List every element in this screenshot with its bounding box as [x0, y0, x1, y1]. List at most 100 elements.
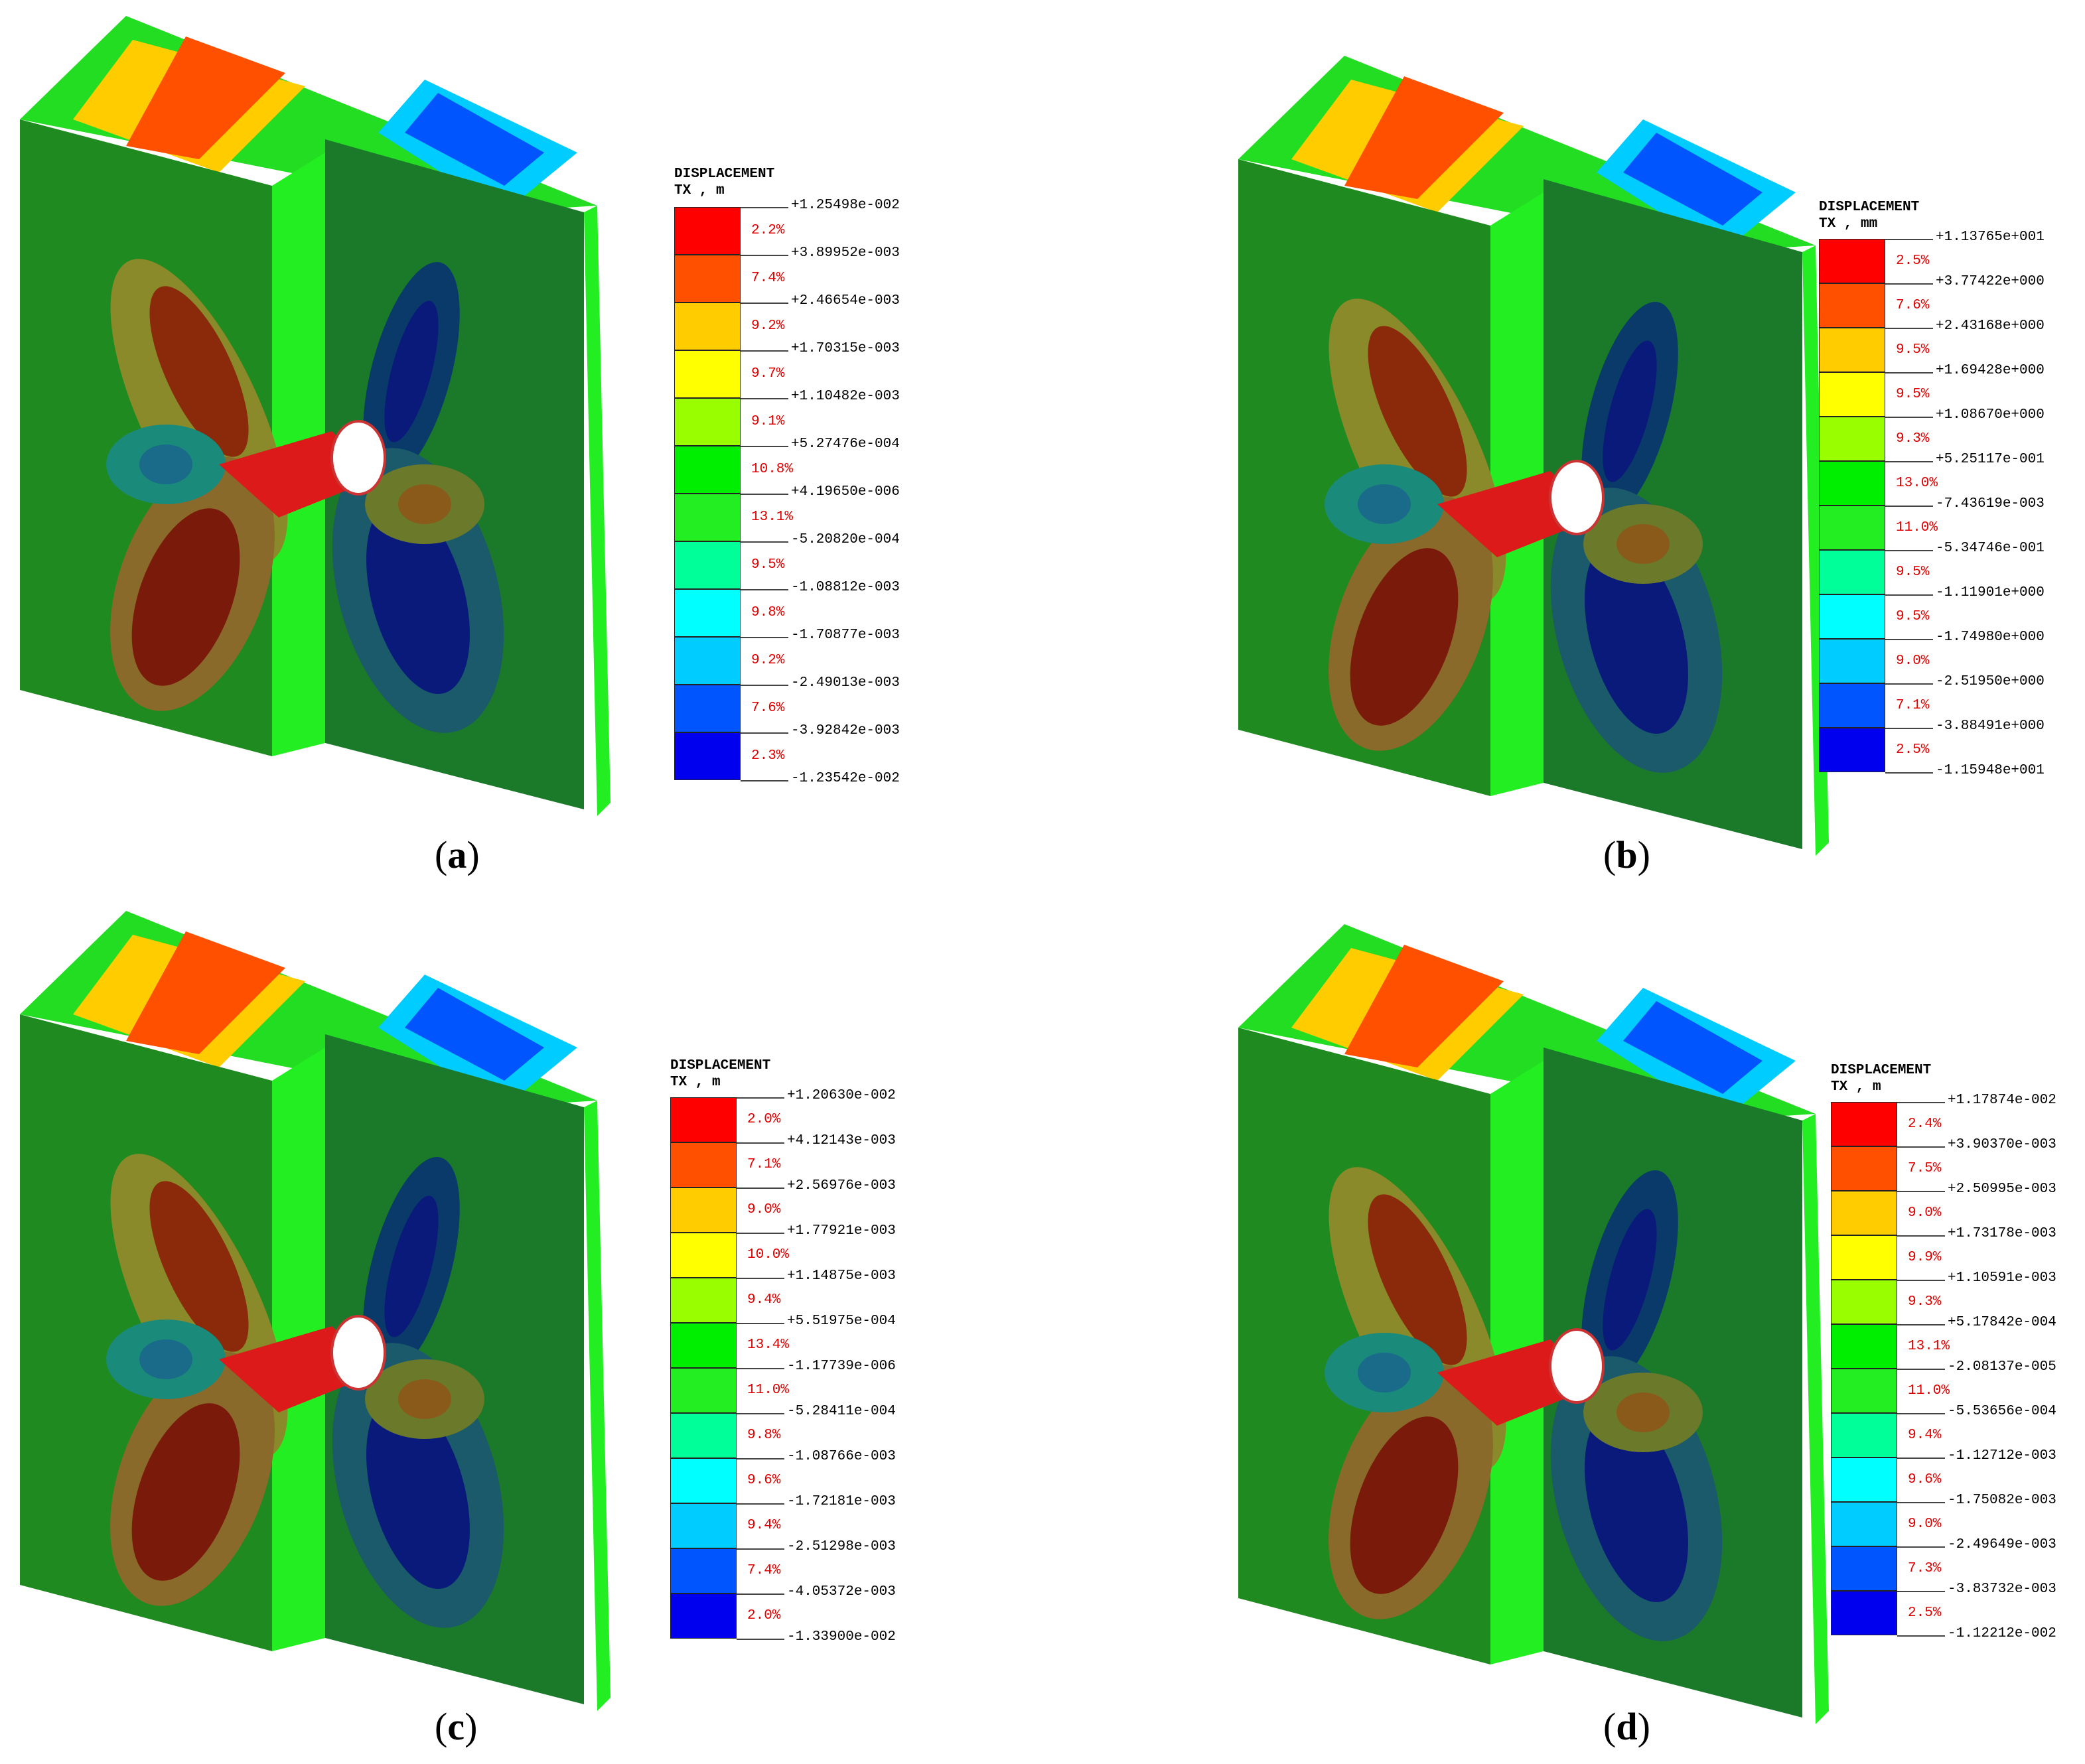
legend-band — [674, 732, 741, 780]
legend-tick — [741, 589, 788, 590]
legend-value: -2.08137e-005 — [1948, 1359, 2056, 1375]
panel-a: DISPLACEMENT TX , m 2.2% 7.4% 9.2% 9.7% 9.1%… — [0, 0, 1042, 882]
legend-tick — [1897, 1280, 1945, 1281]
legend-value: -5.20820e-004 — [791, 532, 900, 547]
legend-tick — [741, 637, 788, 638]
legend-tick — [1897, 1191, 1945, 1192]
legend-value: -5.34746e-001 — [1936, 541, 2045, 556]
legend-percent: 11.0% — [1908, 1383, 1950, 1398]
legend-band — [1819, 594, 1885, 639]
legend-value: +1.17874e-002 — [1948, 1093, 2056, 1108]
legend-tick — [1897, 1413, 1945, 1414]
legend-tick — [737, 1233, 784, 1234]
legend-value: -5.28411e-004 — [787, 1404, 896, 1419]
legend-value: +2.43168e+000 — [1936, 318, 2045, 334]
legend-tick — [1885, 372, 1933, 373]
legend-band — [1819, 283, 1885, 328]
legend-value: +4.12143e-003 — [787, 1133, 896, 1148]
legend-value: +5.25117e-001 — [1936, 452, 2045, 467]
legend-percent: 2.2% — [751, 223, 785, 238]
legend-title: DISPLACEMENT — [1831, 1063, 1932, 1078]
caption-c: (c) — [435, 1705, 478, 1748]
legend-band — [670, 1503, 737, 1548]
legend-band — [674, 541, 741, 589]
legend-tick — [737, 1639, 784, 1640]
legend-percent: 9.8% — [751, 605, 785, 620]
legend-units: TX , m — [1831, 1079, 1881, 1095]
legend-tick — [1897, 1502, 1945, 1503]
legend-tick — [737, 1323, 784, 1324]
legend-percent: 13.1% — [1908, 1338, 1950, 1354]
legend-percent: 9.5% — [1896, 564, 1930, 580]
legend-value: -1.75082e-003 — [1948, 1493, 2056, 1508]
legend-title: DISPLACEMENT — [670, 1058, 771, 1073]
legend-value: -7.43619e-003 — [1936, 496, 2045, 511]
legend-value: +1.20630e-002 — [787, 1088, 896, 1103]
legend-tick — [1897, 1146, 1945, 1148]
legend-percent: 9.6% — [1908, 1471, 1942, 1487]
legend-tick — [1885, 239, 1933, 240]
legend-percent: 2.4% — [1908, 1116, 1942, 1132]
legend-value: +3.89952e-003 — [791, 245, 900, 261]
legend-percent: 9.2% — [751, 318, 785, 334]
legend-tick — [741, 207, 788, 208]
legend-value: +1.14875e-003 — [787, 1268, 896, 1284]
legend-percent: 9.3% — [1896, 431, 1930, 446]
legend-percent: 9.4% — [747, 1518, 781, 1533]
legend-value: -1.17739e-006 — [787, 1359, 896, 1374]
legend-band — [670, 1594, 737, 1639]
legend-tick — [1897, 1458, 1945, 1459]
legend-band — [1819, 417, 1885, 461]
legend-percent: 2.5% — [1896, 742, 1930, 758]
legend-percent: 13.4% — [747, 1337, 790, 1353]
legend-percent: 9.0% — [1896, 653, 1930, 669]
legend-tick — [737, 1548, 784, 1550]
legend-band — [674, 446, 741, 494]
legend-tick — [1885, 772, 1933, 774]
legend-percent: 2.5% — [1896, 253, 1930, 269]
legend-value: -1.72181e-003 — [787, 1494, 896, 1509]
legend-percent: 9.8% — [747, 1428, 781, 1443]
legend-band — [670, 1142, 737, 1187]
legend-value: -1.08766e-003 — [787, 1449, 896, 1464]
legend-band — [670, 1233, 737, 1278]
legend-percent: 9.9% — [1908, 1249, 1942, 1265]
legend-percent: 2.5% — [1908, 1605, 1942, 1621]
legend-band — [1819, 728, 1885, 772]
legend-tick — [1885, 506, 1933, 507]
legend-percent: 9.0% — [1908, 1205, 1942, 1221]
legend-tick — [737, 1097, 784, 1099]
legend-percent: 9.0% — [747, 1202, 781, 1217]
legend-units: TX , mm — [1819, 216, 1878, 232]
legend-value: -1.74980e+000 — [1936, 630, 2045, 645]
legend-value: -3.88491e+000 — [1936, 718, 2045, 734]
legend-tick — [741, 303, 788, 304]
legend-a: DISPLACEMENT TX , m 2.2% 7.4% 9.2% 9.7% 9.1%… — [674, 166, 933, 803]
legend-band — [674, 350, 741, 398]
legend-percent: 9.4% — [747, 1292, 781, 1308]
legend-tick — [1897, 1235, 1945, 1237]
legend-band — [1831, 1280, 1897, 1324]
legend-value: -5.53656e-004 — [1948, 1404, 2056, 1419]
legend-percent: 10.8% — [751, 462, 794, 477]
legend-value: +5.51975e-004 — [787, 1314, 896, 1329]
legend-percent: 10.0% — [747, 1247, 790, 1262]
legend-tick — [1897, 1591, 1945, 1592]
legend-c: DISPLACEMENT TX , m 2.0% 7.1% 9.0% 10.0% 9.4… — [670, 1057, 929, 1655]
legend-tick — [741, 780, 788, 781]
legend-tick — [1897, 1546, 1945, 1548]
legend-percent: 2.3% — [751, 748, 785, 764]
legend-percent: 9.5% — [751, 557, 785, 573]
legend-band — [670, 1548, 737, 1594]
legend-value: +4.19650e-006 — [791, 484, 900, 500]
legend-value: +2.46654e-003 — [791, 293, 900, 308]
legend-tick — [737, 1594, 784, 1595]
legend-percent: 9.3% — [1908, 1294, 1942, 1310]
legend-value: +1.10591e-003 — [1948, 1270, 2056, 1286]
legend-tick — [1885, 417, 1933, 418]
legend-value: +1.08670e+000 — [1936, 407, 2045, 423]
legend-percent: 11.0% — [1896, 519, 1938, 535]
contour-model-c — [19, 910, 612, 1712]
legend-percent: 7.4% — [751, 271, 785, 286]
legend-tick — [1885, 461, 1933, 462]
